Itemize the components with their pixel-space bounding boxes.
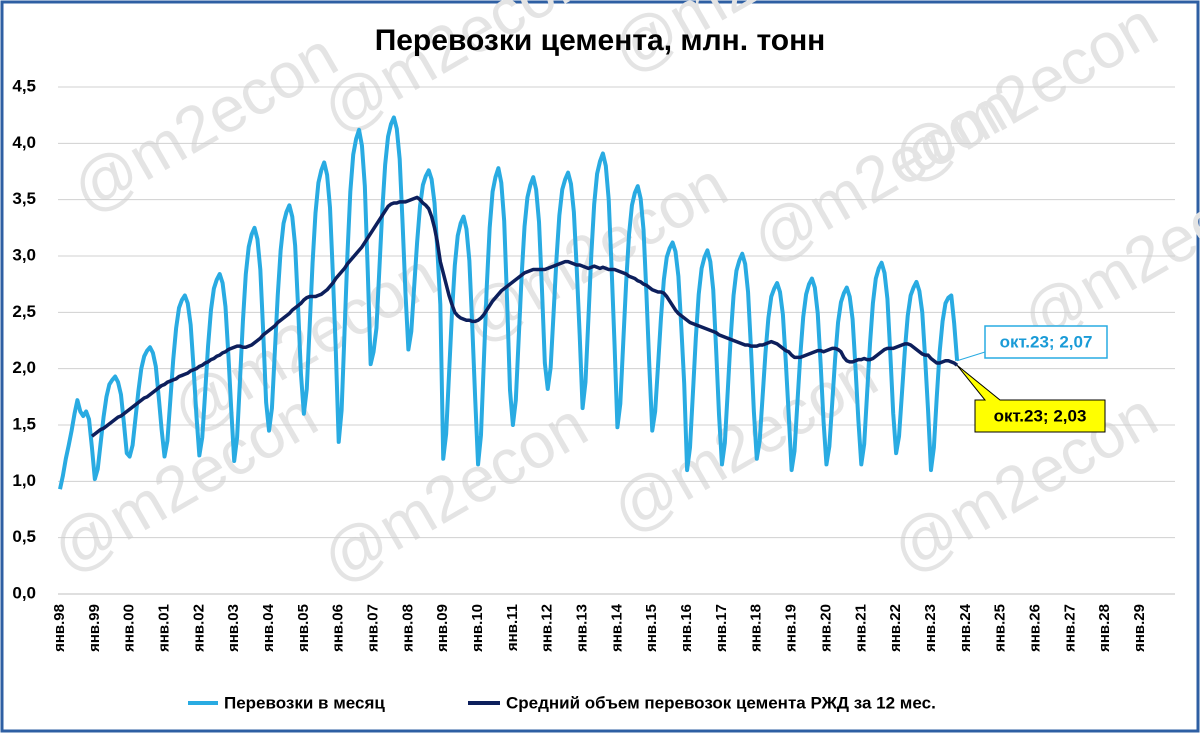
- x-tick-label: янв.10: [469, 604, 486, 652]
- x-tick-label: янв.17: [713, 604, 730, 652]
- x-tick-label: янв.18: [748, 604, 765, 652]
- x-tick-label: янв.19: [783, 604, 800, 652]
- x-tick-label: янв.01: [155, 604, 172, 652]
- x-tick-label: янв.24: [957, 603, 974, 652]
- x-tick-label: янв.14: [608, 603, 625, 652]
- x-tick-label: янв.29: [1131, 604, 1148, 652]
- chart-title: Перевозки цемента, млн. тонн: [375, 24, 826, 57]
- callout-box: [984, 325, 1108, 359]
- x-tick-label: янв.04: [260, 603, 277, 652]
- y-tick-label: 1,0: [12, 471, 36, 490]
- x-tick-label: янв.99: [86, 604, 103, 652]
- legend-label: Средний объем перевозок цемента РЖД за 1…: [506, 693, 936, 712]
- series-line: [58, 115, 960, 490]
- y-tick-label: 4,0: [12, 133, 36, 152]
- x-tick-label: янв.13: [574, 604, 591, 652]
- x-tick-label: янв.05: [295, 604, 312, 652]
- x-tick-label: янв.21: [852, 604, 869, 652]
- x-tick-label: янв.06: [330, 604, 347, 652]
- x-tick-label: янв.09: [434, 604, 451, 652]
- callout-box: [956, 364, 1106, 433]
- x-tick-label: янв.03: [225, 604, 242, 652]
- x-tick-label: янв.27: [1061, 604, 1078, 652]
- x-tick-label: янв.16: [678, 604, 695, 652]
- series-line: [90, 195, 959, 438]
- y-tick-label: 0,0: [12, 583, 36, 602]
- annotation: окт.23; 2,07: [1000, 332, 1093, 351]
- x-tick-label: янв.28: [1096, 604, 1113, 652]
- y-tick-label: 2,0: [12, 358, 36, 377]
- x-tick-label: янв.11: [504, 604, 521, 651]
- x-tick-label: янв.22: [887, 604, 904, 652]
- x-tick-label: янв.26: [1026, 604, 1043, 652]
- y-tick-label: 0,5: [12, 527, 36, 546]
- x-tick-label: янв.20: [817, 604, 834, 652]
- x-tick-label: янв.00: [121, 604, 138, 652]
- y-tick-label: 1,5: [12, 414, 36, 433]
- x-tick-label: янв.02: [190, 604, 207, 652]
- annotation: окт.23; 2,03: [994, 406, 1087, 425]
- x-tick-label: янв.07: [365, 604, 382, 652]
- x-tick-label: янв.12: [539, 604, 556, 652]
- x-tick-label: янв.25: [992, 604, 1009, 652]
- callout-line: [956, 351, 986, 362]
- x-tick-label: янв.98: [51, 604, 68, 652]
- y-tick-label: 3,5: [12, 189, 36, 208]
- y-tick-label: 3,0: [12, 245, 36, 264]
- x-tick-label: янв.08: [399, 604, 416, 652]
- y-tick-label: 4,5: [12, 76, 36, 95]
- x-tick-label: янв.15: [643, 604, 660, 652]
- legend-label: Перевозки в месяц: [224, 693, 385, 712]
- y-tick-label: 2,5: [12, 302, 36, 321]
- x-tick-label: янв.23: [922, 604, 939, 652]
